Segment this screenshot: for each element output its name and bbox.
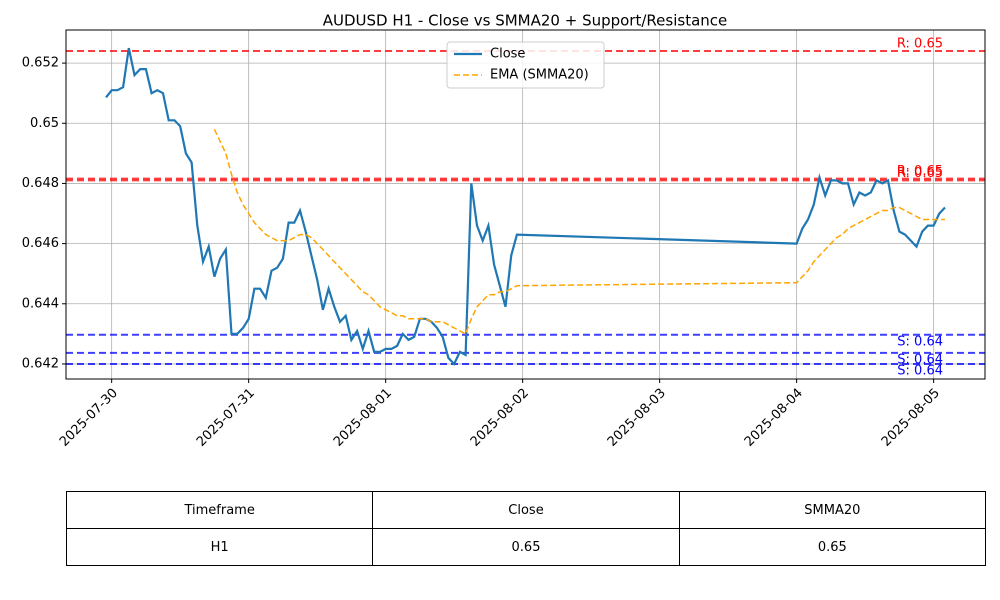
series-line <box>213 128 945 335</box>
cell: 0.65 <box>372 528 680 566</box>
plot-frame <box>65 29 986 380</box>
cell: H1 <box>65 528 374 566</box>
support-label: S: 0.64 <box>897 363 943 378</box>
legend-label: EMA (SMMA20) <box>490 68 589 83</box>
resistance-label: R: 0.65 <box>897 166 943 181</box>
x-tick-label: 2025-08-05 <box>879 386 943 450</box>
series-line <box>105 47 946 366</box>
x-tick-label: 2025-08-04 <box>742 386 806 450</box>
header-cell: Close <box>372 491 680 529</box>
legend-label: Close <box>490 47 525 62</box>
x-tick-label: 2025-07-30 <box>57 386 121 450</box>
chart-title: AUDUSD H1 - Close vs SMMA20 + Support/Re… <box>323 12 728 30</box>
legend: Close EMA (SMMA20) <box>446 41 605 89</box>
resistance-label: R: 0.65 <box>897 164 943 179</box>
resistance-label: R: 0.65 <box>897 37 943 52</box>
y-tick-label: 0.652 <box>22 56 59 71</box>
x-tick-label: 2025-08-01 <box>331 386 395 450</box>
summary-table: Timeframe Close SMMA20 H1 0.65 0.65 <box>65 491 987 566</box>
y-tick-label: 0.648 <box>22 176 59 191</box>
chart: AUDUSD H1 - Close vs SMMA20 + Support/Re… <box>22 12 986 450</box>
y-tick-label: 0.644 <box>22 296 59 311</box>
x-tick-label: 2025-08-03 <box>605 386 669 450</box>
legend-box <box>446 41 605 89</box>
table-row: H1 0.65 0.65 <box>65 528 987 566</box>
table-header: Timeframe Close SMMA20 <box>65 491 987 529</box>
cell: 0.65 <box>678 528 987 566</box>
y-tick-label: 0.642 <box>22 356 59 371</box>
y-tick-label: 0.65 <box>30 116 59 131</box>
header-cell: Timeframe <box>65 491 374 529</box>
x-tick-label: 2025-07-31 <box>194 386 258 450</box>
x-tick-label: 2025-08-02 <box>468 386 532 450</box>
y-tick-label: 0.646 <box>22 236 59 251</box>
header-cell: SMMA20 <box>678 491 987 529</box>
support-label: S: 0.64 <box>897 334 943 349</box>
